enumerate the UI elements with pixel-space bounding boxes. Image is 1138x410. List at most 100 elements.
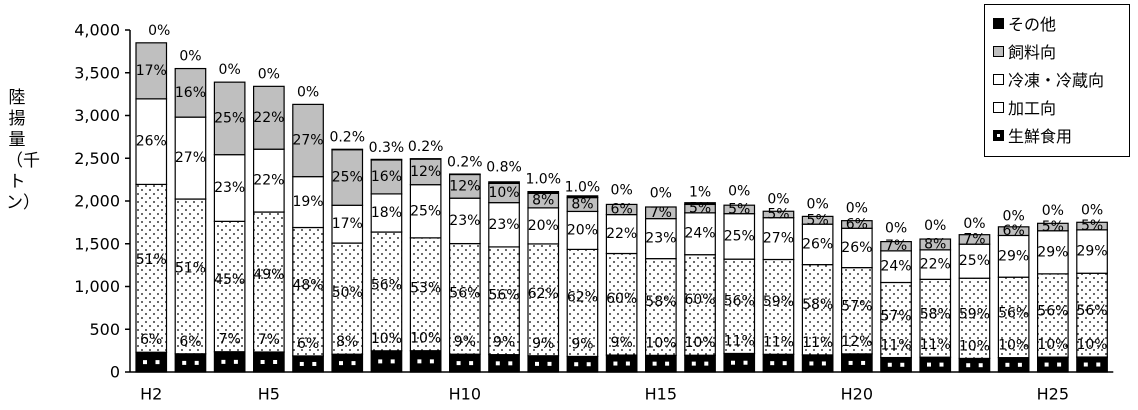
data-label: 19% xyxy=(292,194,323,210)
data-label: 24% xyxy=(684,226,715,242)
data-label: 29% xyxy=(1076,244,1107,260)
legend: その他 飼料向 冷凍・冷蔵向 加工向 生鮮食用 xyxy=(984,4,1130,157)
data-label: 23% xyxy=(449,213,480,229)
bar-segment-gray xyxy=(644,206,677,220)
data-label-top: 0% xyxy=(148,23,170,39)
bar-segment-dark xyxy=(527,190,560,194)
y-tick-label: 500 xyxy=(89,320,120,339)
data-label: 27% xyxy=(175,150,206,166)
bar-segment-dots xyxy=(213,220,246,353)
fresh-mark xyxy=(233,359,238,364)
bar-segment-fresh xyxy=(919,356,952,373)
data-label: 10% xyxy=(488,185,519,201)
data-label: 59% xyxy=(763,294,794,310)
fresh-mark xyxy=(861,360,866,365)
data-label: 10% xyxy=(410,331,441,347)
data-label: 22% xyxy=(606,226,637,242)
data-label: 11% xyxy=(920,337,951,353)
fresh-mark xyxy=(821,361,826,366)
data-label: 22% xyxy=(920,257,951,273)
data-label: 51% xyxy=(136,252,167,268)
fresh-mark xyxy=(927,362,931,367)
y-tick-label: 0 xyxy=(110,363,120,382)
data-label-top: 0% xyxy=(924,218,946,234)
fresh-mark xyxy=(1044,362,1049,367)
bar-segment-dots xyxy=(801,264,834,356)
fresh-mark xyxy=(1017,362,1022,367)
fresh-mark xyxy=(743,360,748,365)
data-label-top: 0% xyxy=(297,84,319,100)
data-label: 8% xyxy=(924,236,946,252)
bar-segment-fresh xyxy=(684,354,716,373)
bar-segment-dots xyxy=(370,231,403,352)
fresh-mark xyxy=(260,359,265,364)
bar-segment-dots xyxy=(762,258,795,355)
bar-segment-fresh xyxy=(644,354,677,373)
bar-segment-gray xyxy=(919,238,952,251)
fresh-mark xyxy=(939,362,944,367)
fresh-mark xyxy=(495,361,500,366)
data-label: 26% xyxy=(802,236,833,252)
fresh-mark xyxy=(351,361,356,366)
bar-segment-white xyxy=(723,213,756,260)
bar-segment-fresh xyxy=(331,353,364,373)
x-tick-label: H20 xyxy=(841,385,873,404)
bar-segment-fresh xyxy=(409,350,442,373)
data-label: 48% xyxy=(292,277,323,293)
data-label-top: 0% xyxy=(611,183,633,199)
fresh-mark xyxy=(691,361,696,366)
bar-segment-gray xyxy=(1076,221,1108,231)
fresh-mark xyxy=(194,360,199,365)
bar-segment-fresh xyxy=(174,353,207,373)
bar-segment-gray xyxy=(723,204,756,215)
data-label: 7% xyxy=(885,238,907,254)
bar-segment-fresh xyxy=(840,353,873,373)
data-label: 10% xyxy=(645,335,676,351)
data-label: 9% xyxy=(493,335,515,351)
fresh-mark xyxy=(390,359,395,364)
bar-segment-dots xyxy=(840,267,873,355)
data-label-top: 0% xyxy=(1003,208,1025,224)
y-tick-label: 3,000 xyxy=(74,106,120,125)
fresh-mark xyxy=(469,361,474,366)
data-label: 20% xyxy=(528,218,559,234)
data-label-top: 1.0% xyxy=(565,179,601,195)
data-label: 6% xyxy=(846,216,868,232)
fresh-mark xyxy=(273,359,278,364)
data-label: 23% xyxy=(645,231,676,247)
y-tick-label: 2,000 xyxy=(74,192,120,211)
data-label: 11% xyxy=(724,333,755,349)
data-label: 56% xyxy=(488,287,519,303)
bar-segment-gray xyxy=(880,241,912,252)
bar-segment-fresh xyxy=(292,355,324,373)
fresh-mark xyxy=(652,361,657,366)
data-label-top: 0% xyxy=(219,62,241,78)
bar-segment-gray xyxy=(801,215,834,225)
bar-segment-gray xyxy=(213,81,246,156)
data-label: 7% xyxy=(258,332,280,348)
data-label: 10% xyxy=(998,338,1029,354)
x-tick-label: H5 xyxy=(258,385,280,404)
fresh-mark xyxy=(574,362,579,367)
fresh-mark xyxy=(299,361,304,366)
data-label: 56% xyxy=(449,285,480,301)
data-label: 56% xyxy=(1037,303,1068,319)
fresh-mark xyxy=(312,361,317,366)
bar-segment-dots xyxy=(488,246,520,356)
data-label: 6% xyxy=(179,334,201,350)
fresh-mark xyxy=(848,360,853,365)
data-label: 10% xyxy=(684,335,715,351)
fresh-mark xyxy=(378,359,383,364)
legend-label-other: その他 xyxy=(1008,15,1057,34)
bar-segment-white xyxy=(644,218,677,260)
bar-segment-dark xyxy=(488,181,520,184)
bar-segment-white xyxy=(605,213,638,255)
bar-segment-dots xyxy=(449,242,481,355)
bar-segment-gray xyxy=(174,67,207,118)
x-tick-label: H15 xyxy=(645,385,677,404)
data-label-top: 0% xyxy=(728,184,750,200)
legend-item-feed: 飼料向 xyxy=(993,37,1129,65)
data-label: 26% xyxy=(841,240,872,256)
data-label-top: 0.2% xyxy=(408,139,444,155)
